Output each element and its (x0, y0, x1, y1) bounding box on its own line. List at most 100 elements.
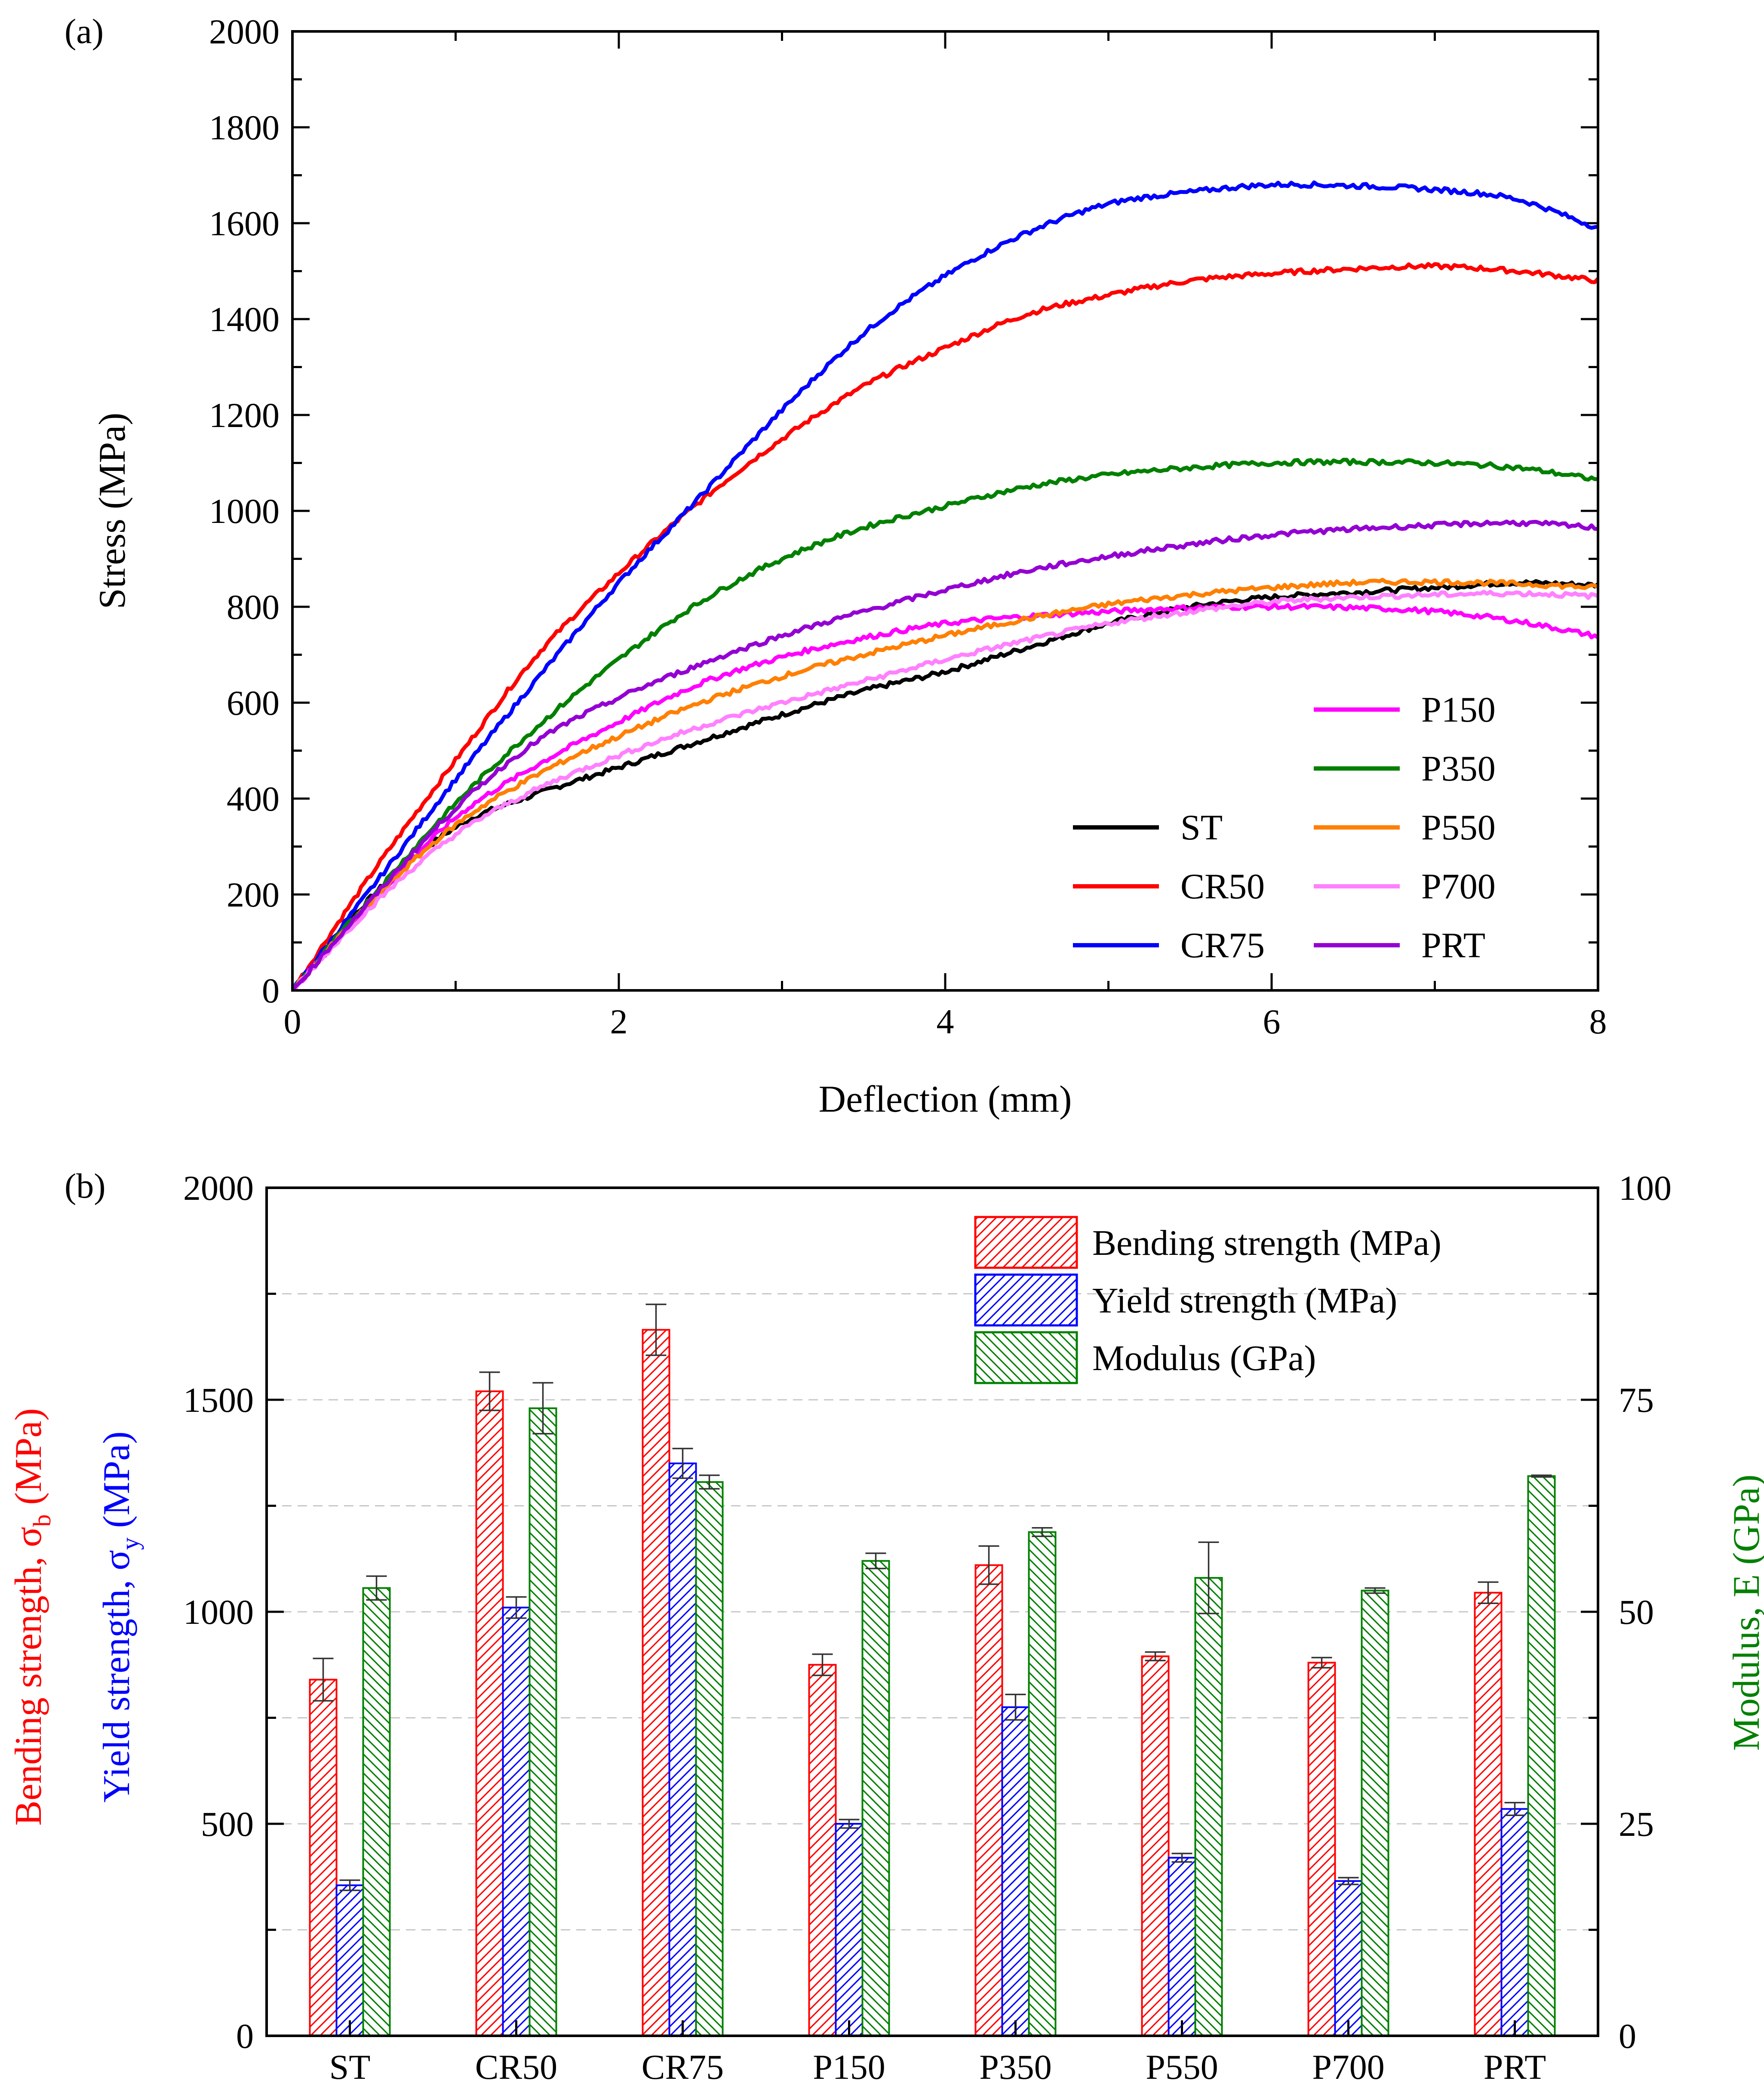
panel-b-left-axis-title-yield: Yield strength, σy (MPa) (96, 1431, 144, 1802)
legend-label-p700: P700 (1421, 867, 1496, 907)
legend-label-yield: Yield strength (MPa) (1092, 1281, 1397, 1321)
series-line-cr50 (292, 262, 1598, 990)
error-bar-prt (1531, 1474, 1552, 1478)
panel-b-gridlines (267, 1293, 1598, 1930)
bar-bending-p150 (808, 1664, 837, 2037)
legend-label-cr75: CR75 (1180, 925, 1265, 965)
x-tick-label: 8 (1589, 1002, 1607, 1041)
y-tick-label: 1000 (209, 492, 280, 531)
error-bar-cr75 (645, 1303, 667, 1356)
y-tick-label: 1400 (209, 300, 280, 339)
x-tick-label-cr75: CR75 (642, 2047, 724, 2087)
series-line-prt (292, 519, 1598, 990)
panel-a-ticks: 0 2 4 6 8 0 200 400 600 800 1000 1200 1400 1600 1800 20… (209, 12, 1607, 1041)
bar-bending-cr75 (642, 1329, 670, 2037)
panel-a-y-axis-title: Stress (MPa) (92, 412, 133, 609)
y-tick-label-left: 1500 (183, 1380, 254, 1420)
panel-b-bars (309, 1303, 1556, 2037)
bar-yield-p550 (1168, 1856, 1196, 2037)
series-line-st (292, 579, 1598, 990)
y-tick-label: 2000 (209, 12, 280, 51)
error-bar-cr50 (506, 1596, 527, 1619)
panel-a-series (292, 180, 1598, 990)
y-tick-label-left: 0 (236, 2016, 254, 2056)
series-line-cr75 (292, 180, 1598, 990)
error-bar-p350 (978, 1545, 999, 1585)
panel-b-legend: Bending strength (MPa) Yield strength (MP… (974, 1216, 1441, 1384)
legend-label-p150: P150 (1421, 690, 1496, 730)
y-tick-label: 1200 (209, 396, 280, 435)
series-line-p700 (292, 590, 1598, 990)
series-line-p350 (292, 458, 1598, 990)
panel-b-right-axis-title: Modulus, E (GPa) (1726, 1475, 1764, 1751)
error-bar-p700 (1364, 1587, 1386, 1594)
error-bar-p700 (1311, 1657, 1332, 1669)
legend-swatch-bending (974, 1216, 1078, 1269)
y-tick-label-right: 25 (1619, 1804, 1654, 1844)
error-bar-prt (1478, 1581, 1499, 1604)
legend-label-modulus: Modulus (GPa) (1092, 1338, 1316, 1378)
y-tick-label: 1600 (209, 204, 280, 243)
bar-bending-p700 (1307, 1662, 1336, 2037)
bar-yield-cr75 (668, 1462, 697, 2037)
x-tick-label-cr50: CR50 (475, 2047, 557, 2087)
bar-bending-st (309, 1678, 338, 2037)
bar-yield-p350 (1001, 1706, 1030, 2037)
x-tick-label-p150: P150 (813, 2047, 885, 2087)
error-bar-p350 (1032, 1527, 1053, 1537)
legend-label-bending: Bending strength (MPa) (1092, 1223, 1441, 1263)
error-bar-p350 (1005, 1693, 1026, 1721)
y-tick-label-right: 0 (1619, 2016, 1636, 2056)
bar-modulus-st (362, 1587, 391, 2037)
error-bar-cr50 (479, 1371, 500, 1411)
bar-modulus-cr75 (695, 1481, 724, 2037)
bar-modulus-p700 (1361, 1589, 1389, 2037)
bar-modulus-p350 (1028, 1531, 1057, 2037)
error-bar-p550 (1198, 1541, 1219, 1614)
x-tick-label-p350: P350 (979, 2047, 1052, 2087)
panel-a-plot-frame (291, 30, 1599, 992)
y-tick-label-right: 75 (1619, 1380, 1654, 1420)
panel-a-x-axis-title: Deflection (mm) (819, 1079, 1072, 1120)
y-tick-label-right: 100 (1619, 1168, 1672, 1208)
series-line-p550 (292, 578, 1598, 990)
bar-yield-p700 (1334, 1880, 1363, 2037)
y-tick-label: 0 (262, 971, 280, 1010)
bar-modulus-cr50 (529, 1407, 557, 2037)
error-bar-p550 (1171, 1853, 1192, 1863)
legend-label-prt: PRT (1421, 925, 1485, 965)
y-tick-label-left: 500 (201, 1804, 254, 1844)
error-bar-p700 (1338, 1877, 1359, 1885)
panel-b-label: (b) (65, 1166, 106, 1205)
y-tick-label: 400 (227, 779, 280, 818)
x-tick-label-prt: PRT (1484, 2047, 1546, 2087)
bar-yield-cr50 (502, 1607, 531, 2037)
error-bar-cr75 (672, 1448, 693, 1479)
error-bar-p550 (1145, 1651, 1166, 1662)
y-tick-label: 1800 (209, 108, 280, 147)
x-tick-label: 2 (610, 1002, 628, 1041)
y-tick-label: 600 (227, 683, 280, 722)
bar-modulus-prt (1527, 1475, 1556, 2037)
bar-bending-p350 (974, 1564, 1003, 2037)
bar-modulus-p550 (1194, 1577, 1223, 2037)
legend-label-cr50: CR50 (1180, 867, 1265, 907)
legend-label-st: ST (1180, 808, 1223, 848)
x-tick-label-p700: P700 (1312, 2047, 1385, 2087)
x-tick-label-p550: P550 (1146, 2047, 1218, 2087)
y-tick-label-right: 50 (1619, 1592, 1654, 1632)
error-bar-st (339, 1879, 360, 1891)
error-bar-st (313, 1657, 334, 1702)
bar-yield-p150 (835, 1823, 864, 2037)
panel-a-legend: ST CR50 CR75 P150 P350 P550 P700 PRT (1073, 690, 1496, 965)
error-bar-p150 (839, 1819, 860, 1829)
panel-b-left-axis-title-bending: Bending strength, σb (MPa) (8, 1408, 56, 1826)
bar-bending-prt (1474, 1592, 1503, 2037)
y-tick-label-left: 2000 (183, 1168, 254, 1208)
bar-yield-st (335, 1884, 364, 2037)
bar-modulus-p150 (861, 1560, 890, 2037)
panel-a-line-chart: (a) 0 2 4 6 8 0 200 400 600 800 1000 1200 1400 1600 18… (65, 12, 1607, 1120)
x-tick-label: 6 (1263, 1002, 1281, 1041)
error-bar-p150 (812, 1653, 833, 1676)
error-bar-prt (1504, 1801, 1525, 1816)
